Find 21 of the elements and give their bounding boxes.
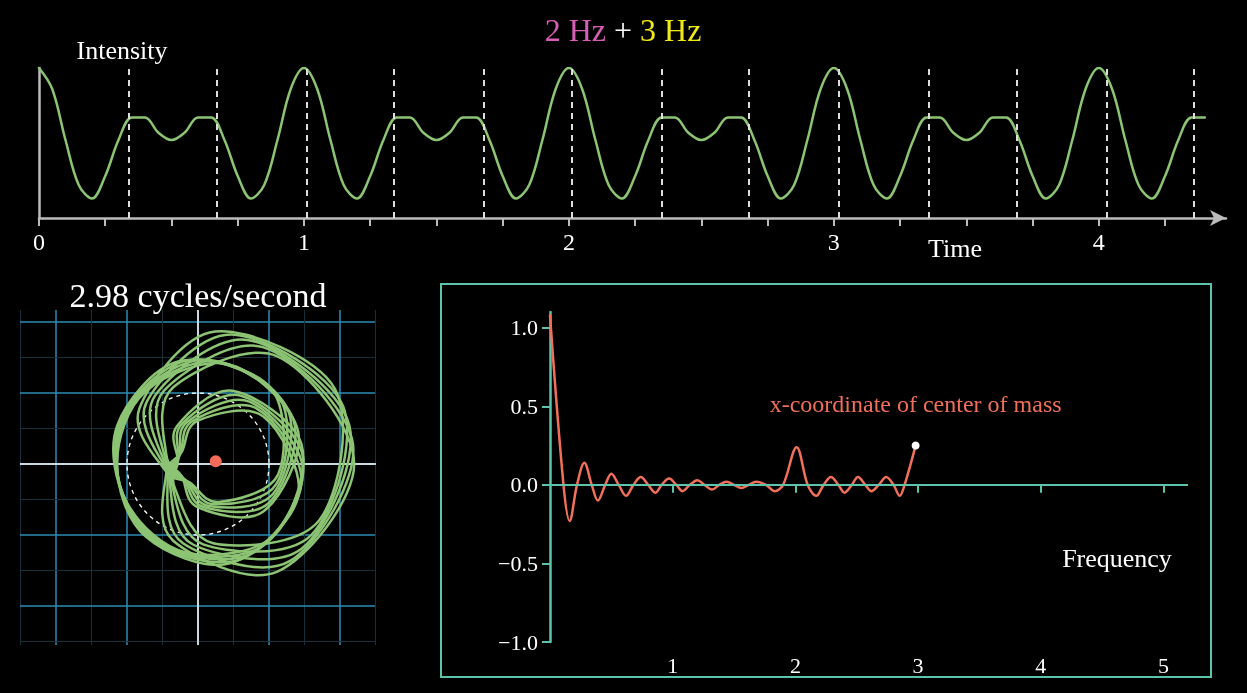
x-tick-label: 2	[789, 652, 801, 678]
y-tick-label: −0.5	[498, 550, 538, 576]
y-tick-label: 0.5	[510, 393, 538, 419]
text: 2.98 cycles/second	[69, 276, 327, 314]
x-tick-label: 1	[667, 652, 679, 678]
series-label: x-coordinate of center of mass	[769, 390, 1062, 417]
x-tick-label: 1	[297, 229, 310, 255]
x-axis-title: Frequency	[1062, 543, 1172, 573]
x-tick-label: 5	[1157, 652, 1169, 678]
y-axis-title: Intensity	[76, 35, 168, 65]
x-tick-label: 3	[912, 652, 924, 678]
x-tick-label: 0	[33, 229, 45, 255]
x-axis-title: Time	[928, 233, 982, 263]
y-tick-label: −1.0	[498, 629, 538, 655]
chart-title: 2 Hz + 3 Hz	[544, 12, 702, 48]
y-tick-label: 0.0	[510, 472, 538, 498]
x-tick-label: 3	[827, 229, 840, 255]
x-tick-label: 2	[562, 229, 575, 255]
y-tick-label: 1.0	[510, 315, 538, 341]
x-tick-label: 4	[1035, 652, 1047, 678]
x-tick-label: 4	[1092, 229, 1105, 255]
